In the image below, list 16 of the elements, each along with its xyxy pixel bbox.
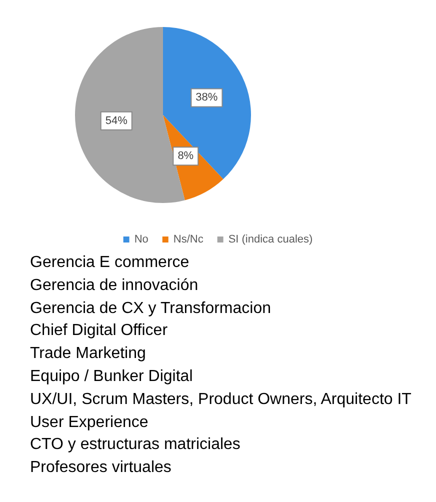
text: User Experience xyxy=(30,412,150,433)
text: Chief Digital Officer xyxy=(30,321,169,342)
legend-label: Ns/Nc xyxy=(173,234,204,246)
text: Equipo / Bunker Digital xyxy=(30,366,194,387)
legend-label: SI (indica cuales) xyxy=(228,234,313,246)
text: Gerencia de CX y Transformacion xyxy=(30,298,272,319)
text: UX/UI, Scrum Masters, Product Owners, Arquitecto IT xyxy=(30,390,412,410)
data-label: 54% xyxy=(105,114,128,127)
text: Gerencia E commerce xyxy=(30,253,190,273)
text: Trade Marketing xyxy=(30,344,147,364)
data-label: 38% xyxy=(196,92,218,104)
legend-label: No xyxy=(134,234,148,246)
data-label: 8% xyxy=(178,150,194,162)
text: CTO y estructuras matriciales xyxy=(30,435,242,456)
text: Gerencia de innovación xyxy=(30,276,200,296)
text: Profesores virtuales xyxy=(30,458,172,478)
